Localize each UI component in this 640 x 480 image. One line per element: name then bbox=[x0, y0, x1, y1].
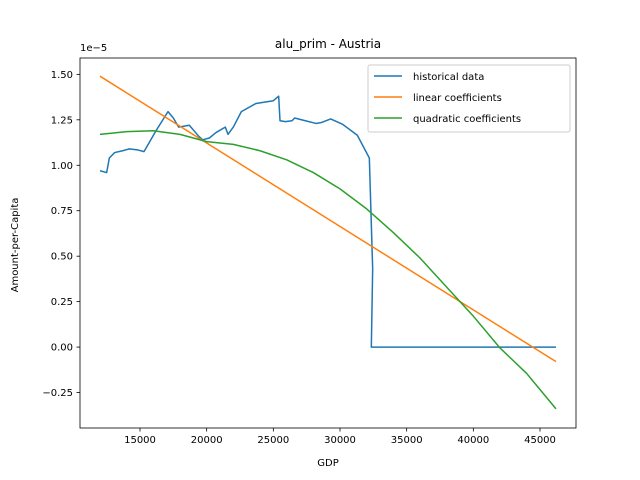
x-tick-label: 30000 bbox=[324, 435, 356, 446]
y-tick-label: −0.25 bbox=[42, 388, 73, 399]
plot-area: 15000 20000 25000 30000 35000 40000 45000 −0.25… bbox=[42, 57, 577, 446]
legend-label: quadratic coefficients bbox=[413, 114, 521, 125]
series-line-0 bbox=[99, 95, 556, 348]
y-tick-label: 0.50 bbox=[51, 252, 73, 263]
x-tick-label: 20000 bbox=[191, 435, 223, 446]
legend-label: historical data bbox=[413, 72, 484, 83]
chart-title: alu_prim - Austria bbox=[275, 37, 381, 51]
x-tick-label: 25000 bbox=[257, 435, 289, 446]
x-tick-label: 15000 bbox=[124, 435, 156, 446]
series-line-2 bbox=[99, 129, 557, 410]
y-tick-label: 0.00 bbox=[51, 343, 73, 354]
y-tick-label: 0.75 bbox=[51, 206, 73, 217]
y-tick-label: 0.25 bbox=[51, 297, 73, 308]
y-offset-label: 1e−5 bbox=[80, 43, 107, 54]
y-axis-label: Amount-per-Capita bbox=[10, 198, 21, 293]
y-tick-label: 1.25 bbox=[51, 115, 73, 126]
legend-box bbox=[367, 64, 571, 133]
legend-label: linear coefficients bbox=[413, 93, 502, 104]
axes-frame bbox=[79, 57, 577, 429]
x-tick-label: 35000 bbox=[391, 435, 423, 446]
x-axis-label: GDP bbox=[317, 458, 338, 469]
y-tick-label: 1.50 bbox=[51, 70, 73, 81]
x-tick-label: 40000 bbox=[457, 435, 489, 446]
legend: historical data linear coefficients quadra… bbox=[367, 64, 571, 133]
x-tick-label: 45000 bbox=[524, 435, 556, 446]
y-tick-label: 1.00 bbox=[51, 161, 73, 172]
series-line-1 bbox=[99, 75, 557, 363]
